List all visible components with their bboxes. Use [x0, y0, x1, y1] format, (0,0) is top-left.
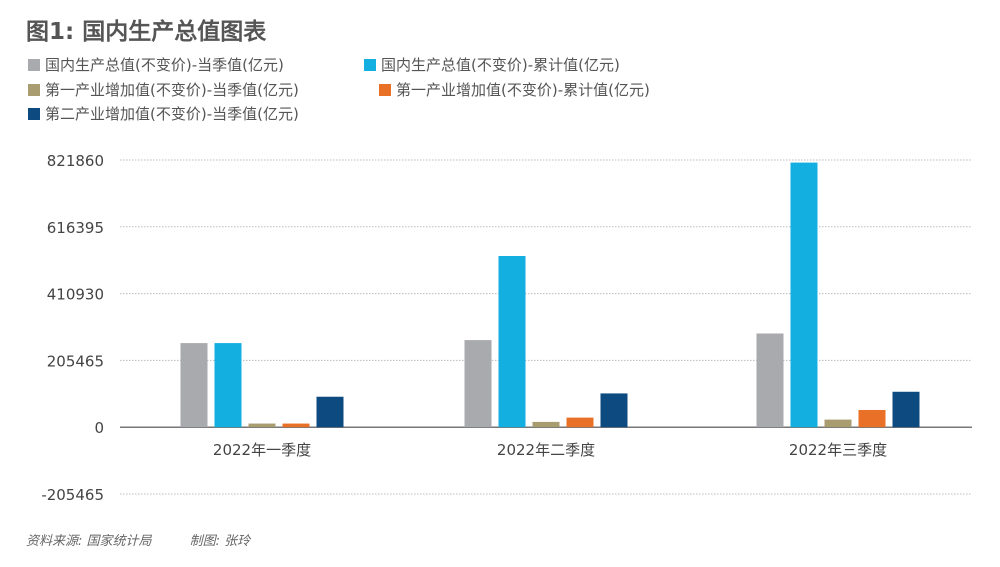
- bar: [532, 421, 560, 428]
- legend-swatch: [28, 58, 40, 71]
- chart-title: 图1: 国内生产总值图表: [26, 19, 267, 45]
- legend-item: 国内生产总值(不变价)-当季值(亿元): [28, 54, 284, 75]
- bar: [756, 333, 784, 428]
- bar: [858, 409, 886, 428]
- y-tick-label: 205465: [47, 352, 104, 370]
- legend-swatch: [364, 58, 376, 71]
- legend-item: 第一产业增加值(不变价)-累计值(亿元): [379, 79, 650, 100]
- bar: [464, 340, 492, 428]
- legend-swatch: [28, 83, 40, 96]
- y-tick-label: 821860: [47, 152, 104, 170]
- legend-label: 第一产业增加值(不变价)-当季值(亿元): [45, 81, 299, 99]
- bar: [790, 162, 818, 428]
- source-note: 资料来源: 国家统计局: [26, 534, 152, 549]
- y-tick-label: -205465: [41, 486, 104, 504]
- y-tick-label: 0: [94, 419, 104, 437]
- bar: [316, 396, 344, 428]
- legend-label: 国内生产总值(不变价)-当季值(亿元): [45, 56, 284, 74]
- legend-label: 第二产业增加值(不变价)-当季值(亿元): [45, 105, 299, 123]
- bar: [248, 423, 276, 428]
- author-note: 制图: 张玲: [189, 534, 251, 549]
- legend-item: 第一产业增加值(不变价)-当季值(亿元): [28, 79, 299, 100]
- y-tick-label: 410930: [47, 286, 104, 304]
- bar: [600, 393, 628, 428]
- bar: [282, 423, 310, 428]
- bar: [892, 391, 920, 428]
- x-tick-label: 2022年二季度: [497, 441, 595, 459]
- bar: [180, 343, 208, 428]
- legend-label: 国内生产总值(不变价)-累计值(亿元): [381, 56, 620, 74]
- x-tick-label: 2022年三季度: [789, 441, 887, 459]
- legend-item: 第二产业增加值(不变价)-当季值(亿元): [28, 103, 299, 124]
- legend-swatch: [379, 83, 391, 96]
- legend-item: 国内生产总值(不变价)-累计值(亿元): [364, 54, 620, 75]
- legend-swatch: [28, 107, 40, 120]
- legend-label: 第一产业增加值(不变价)-累计值(亿元): [396, 81, 650, 99]
- bar: [824, 419, 852, 428]
- footer: 资料来源: 国家统计局 制图: 张玲: [26, 530, 284, 549]
- x-tick-label: 2022年一季度: [213, 441, 311, 459]
- bar: [566, 417, 594, 428]
- bar: [498, 255, 526, 428]
- bar: [214, 343, 242, 428]
- y-tick-label: 616395: [47, 219, 104, 237]
